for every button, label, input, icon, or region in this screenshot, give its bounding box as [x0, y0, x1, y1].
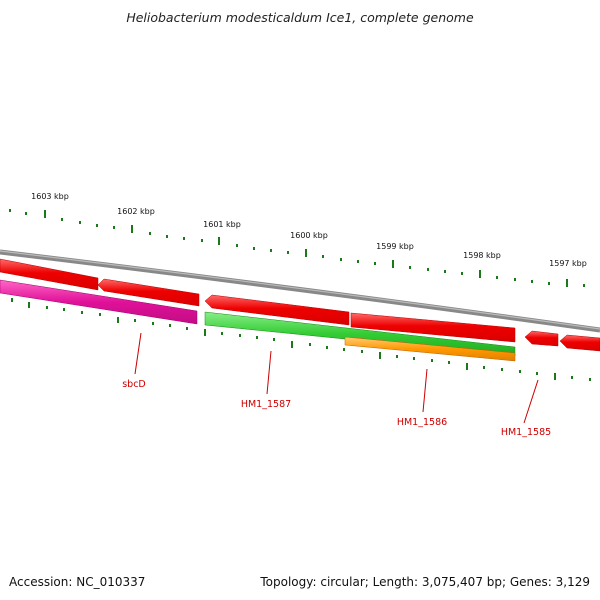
- gene-arrow-hm1-1586: [344, 336, 516, 362]
- gene-label-sbcd: sbcD: [122, 379, 146, 390]
- kbp-label: 1602 kbp: [117, 207, 155, 216]
- inner-tick-scale: [11, 298, 591, 381]
- gene-arrow-forward: [204, 294, 350, 326]
- gene-arrow-forward: [0, 258, 99, 291]
- gene-label-hm1-1586: HM1_1586: [397, 417, 447, 428]
- accession-text: Accession: NC_010337: [9, 575, 145, 589]
- kbp-label: 1598 kbp: [463, 251, 501, 260]
- genome-title: Heliobacterium modesticaldum Ice1, compl…: [126, 10, 474, 25]
- gene-arrow-sbcd: [0, 279, 198, 325]
- kbp-label: 1601 kbp: [203, 220, 241, 229]
- gene-arrow-forward: [559, 334, 600, 352]
- topology-text: Topology: circular; Length: 3,075,407 bp…: [259, 575, 590, 589]
- gene-arrow-forward: [524, 330, 559, 347]
- kbp-labels: 1603 kbp 1602 kbp 1601 kbp 1600 kbp 1599…: [31, 192, 587, 268]
- kbp-label: 1603 kbp: [31, 192, 69, 201]
- genome-backbone: [0, 249, 600, 333]
- reverse-strand-genes: [0, 279, 516, 362]
- gene-label-hm1-1587: HM1_1587: [241, 399, 291, 410]
- gene-arrow-forward: [350, 312, 516, 343]
- gene-arrow-forward: [97, 278, 200, 307]
- gene-leader-lines: [134, 332, 539, 424]
- genome-backbone-highlight: [0, 250, 600, 330]
- kbp-label: 1599 kbp: [376, 242, 414, 251]
- kbp-label: 1597 kbp: [549, 259, 587, 268]
- outer-tick-scale: [9, 209, 585, 287]
- forward-strand-genes: [0, 258, 600, 352]
- gene-labels: sbcD HM1_1587 HM1_1586 HM1_1585: [122, 379, 551, 438]
- kbp-label: 1600 kbp: [290, 231, 328, 240]
- gene-label-hm1-1585: HM1_1585: [501, 427, 551, 438]
